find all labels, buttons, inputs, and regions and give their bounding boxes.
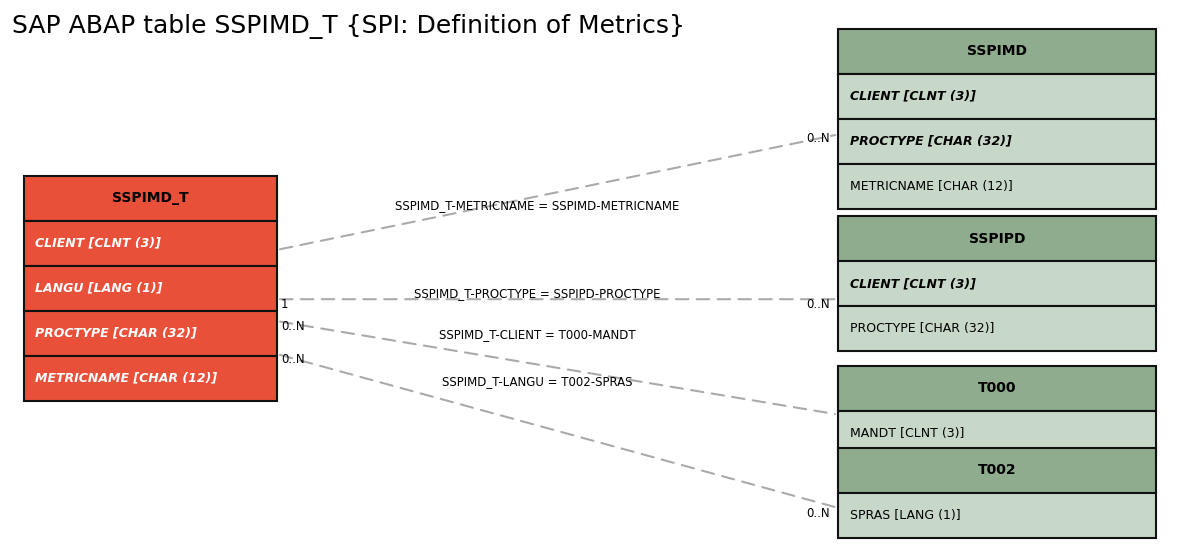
Text: MANDT [CLNT (3)]: MANDT [CLNT (3)] — [850, 427, 964, 440]
Text: SSPIPD: SSPIPD — [969, 232, 1025, 246]
Text: SSPIMD_T-CLIENT = T000-MANDT: SSPIMD_T-CLIENT = T000-MANDT — [439, 328, 635, 341]
Text: 0..N: 0..N — [281, 353, 304, 366]
Text: T000: T000 — [978, 381, 1016, 395]
FancyBboxPatch shape — [838, 493, 1156, 538]
FancyBboxPatch shape — [838, 216, 1156, 261]
Text: SSPIMD_T-LANGU = T002-SPRAS: SSPIMD_T-LANGU = T002-SPRAS — [441, 375, 632, 388]
FancyBboxPatch shape — [838, 119, 1156, 164]
Text: 0..N: 0..N — [806, 132, 830, 145]
Text: 0..N: 0..N — [806, 507, 830, 520]
Text: T002: T002 — [978, 463, 1016, 478]
Text: CLIENT [CLNT (3)]: CLIENT [CLNT (3)] — [850, 89, 976, 103]
Text: 0..N: 0..N — [281, 320, 304, 333]
Text: PROCTYPE [CHAR (32)]: PROCTYPE [CHAR (32)] — [850, 135, 1011, 148]
Text: METRICNAME [CHAR (12)]: METRICNAME [CHAR (12)] — [35, 372, 217, 385]
Text: SAP ABAP table SSPIMD_T {SPI: Definition of Metrics}: SAP ABAP table SSPIMD_T {SPI: Definition… — [12, 14, 684, 39]
FancyBboxPatch shape — [24, 176, 277, 221]
FancyBboxPatch shape — [24, 356, 277, 401]
Text: 1: 1 — [281, 298, 288, 311]
FancyBboxPatch shape — [838, 261, 1156, 306]
FancyBboxPatch shape — [838, 306, 1156, 351]
Text: SSPIMD: SSPIMD — [968, 44, 1027, 58]
Text: SSPIMD_T-METRICNAME = SSPIMD-METRICNAME: SSPIMD_T-METRICNAME = SSPIMD-METRICNAME — [395, 199, 678, 212]
Text: PROCTYPE [CHAR (32)]: PROCTYPE [CHAR (32)] — [850, 322, 994, 335]
FancyBboxPatch shape — [838, 411, 1156, 456]
FancyBboxPatch shape — [838, 448, 1156, 493]
Text: CLIENT [CLNT (3)]: CLIENT [CLNT (3)] — [35, 237, 162, 250]
FancyBboxPatch shape — [24, 311, 277, 356]
FancyBboxPatch shape — [838, 164, 1156, 209]
FancyBboxPatch shape — [838, 29, 1156, 74]
Text: SPRAS [LANG (1)]: SPRAS [LANG (1)] — [850, 509, 961, 522]
Text: 0..N: 0..N — [806, 298, 830, 311]
Text: SSPIMD_T-PROCTYPE = SSPIPD-PROCTYPE: SSPIMD_T-PROCTYPE = SSPIPD-PROCTYPE — [414, 287, 660, 300]
FancyBboxPatch shape — [838, 74, 1156, 119]
FancyBboxPatch shape — [838, 366, 1156, 411]
FancyBboxPatch shape — [24, 221, 277, 266]
Text: SSPIMD_T: SSPIMD_T — [112, 191, 189, 205]
Text: CLIENT [CLNT (3)]: CLIENT [CLNT (3)] — [850, 277, 976, 290]
Text: PROCTYPE [CHAR (32)]: PROCTYPE [CHAR (32)] — [35, 327, 197, 340]
FancyBboxPatch shape — [24, 266, 277, 311]
Text: METRICNAME [CHAR (12)]: METRICNAME [CHAR (12)] — [850, 180, 1012, 193]
Text: LANGU [LANG (1)]: LANGU [LANG (1)] — [35, 282, 163, 295]
